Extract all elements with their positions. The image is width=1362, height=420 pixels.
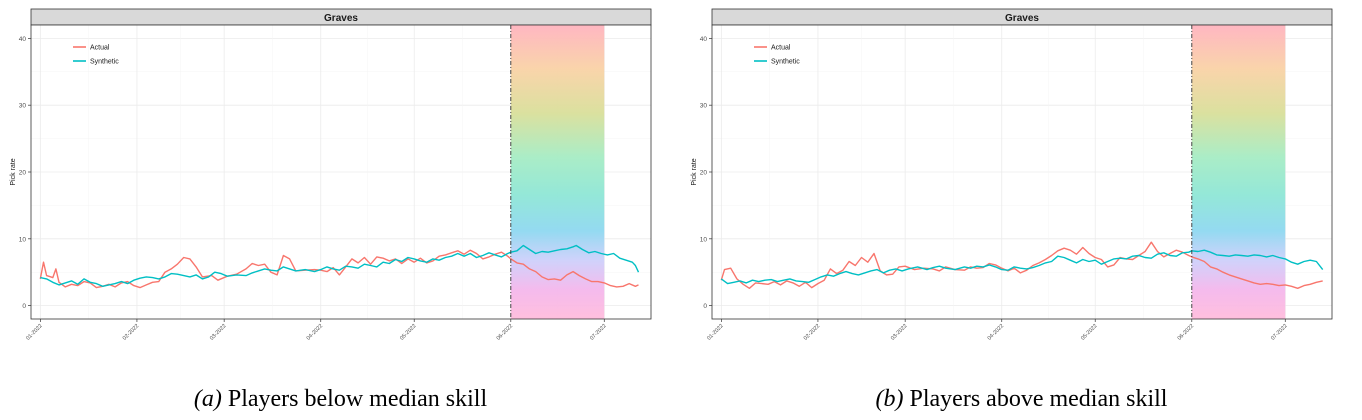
y-tick-label: 0 [22,303,26,310]
legend-label-synthetic: Synthetic [771,59,800,66]
y-tick-label: 20 [700,170,708,177]
y-axis-label: Pick rate [10,158,17,185]
x-tick-label: 02-2022 [122,323,141,342]
x-tick-label: 01-2022 [25,323,44,342]
caption-label-b: (b) [875,386,904,412]
caption-a: (a) Players below median skill [0,386,681,413]
y-tick-label: 10 [700,236,708,243]
x-tick-label: 07-2022 [589,323,608,342]
caption-text-b: Players above median skill [909,386,1168,412]
x-tick-label: 04-2022 [306,323,325,342]
chart-title: Graves [1005,13,1039,24]
treatment-period-shading [510,25,605,319]
x-tick-label: 05-2022 [399,323,418,342]
chart-panel-a: Graves 0 10 20 30 40 Pick rate 01-2022 02-2022 03… [0,8,681,413]
x-tick-label: 04-2022 [987,323,1006,342]
x-tick-label: 06-2022 [1177,323,1196,342]
chart-svg-a: Graves 0 10 20 30 40 Pick rate 01-2022 02-2022 03… [10,8,652,342]
x-tick-label: 05-2022 [1080,323,1099,342]
x-tick-label: 03-2022 [209,323,228,342]
legend-label-actual: Actual [90,45,110,52]
treatment-period-shading [1191,25,1286,319]
y-axis-label: Pick rate [691,158,698,185]
series-line-synthetic [40,244,640,287]
y-tick-label: 10 [19,236,27,243]
caption-label-a: (a) [193,386,222,412]
x-tick-label: 07-2022 [1270,323,1289,342]
y-tick-label: 20 [19,170,27,177]
x-tick-label: 01-2022 [706,323,725,342]
y-tick-label: 40 [700,36,708,43]
caption-b: (b) Players above median skill [681,386,1362,413]
x-tick-label: 03-2022 [890,323,909,342]
caption-text-a: Players below median skill [227,386,488,412]
chart-panel-b: Graves 0 10 20 30 40 Pick rate 01-2022 02-2022 03… [681,0,1362,420]
y-tick-label: 30 [19,103,27,110]
chart-svg-b: Graves 0 10 20 30 40 Pick rate 01-2022 02-2022 03… [691,8,1333,342]
legend-label-synthetic: Synthetic [90,59,119,66]
x-tick-label: 02-2022 [803,323,822,342]
chart-title: Graves [324,13,358,24]
y-tick-label: 0 [703,303,707,310]
y-tick-label: 40 [19,36,27,43]
series-line-synthetic [720,249,1324,285]
x-tick-label: 06-2022 [496,323,515,342]
legend-label-actual: Actual [771,45,791,52]
y-tick-label: 30 [700,103,708,110]
